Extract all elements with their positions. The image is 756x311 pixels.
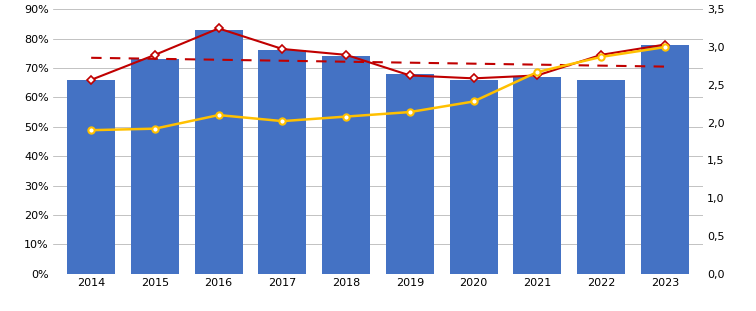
Bar [322,56,370,274]
Bar [641,44,689,274]
Bar [67,80,115,274]
Bar [577,80,625,274]
Bar [450,80,497,274]
Bar [259,50,306,274]
Bar [195,30,243,274]
Bar [386,74,434,274]
Bar [513,77,561,274]
Bar [131,59,179,274]
